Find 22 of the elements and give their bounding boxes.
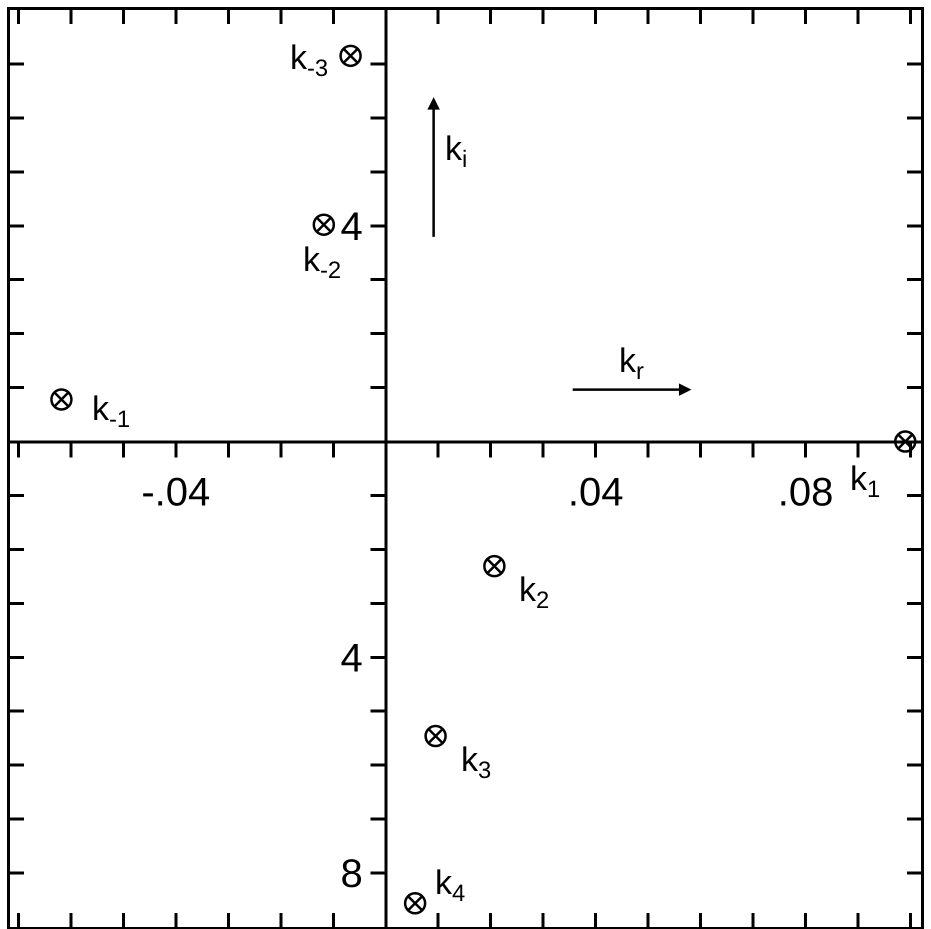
annotation: k$_{2}$ bbox=[519, 571, 550, 614]
y-axis-title: k$_{i}$ bbox=[445, 130, 468, 174]
annotation: k$_{-3}$ bbox=[290, 39, 328, 82]
annotation: k$_{4}$ bbox=[435, 864, 466, 908]
x-tick-label: .08 bbox=[778, 470, 834, 515]
annotation: k$_{1}$ bbox=[850, 460, 880, 504]
y-tick-label: 8 bbox=[340, 852, 363, 896]
x-tick-label: -.04 bbox=[141, 470, 210, 515]
point bbox=[483, 554, 506, 578]
x-tick-label: .04 bbox=[568, 470, 624, 515]
y-tick-label: 4 bbox=[340, 204, 363, 249]
y-tick-label: 4 bbox=[340, 636, 363, 680]
point bbox=[894, 430, 917, 453]
x-axis-title: k$_{r}$ bbox=[619, 342, 644, 386]
point bbox=[339, 44, 362, 68]
annotation: k$_{-2}$ bbox=[303, 241, 342, 284]
point bbox=[312, 213, 336, 236]
point bbox=[404, 892, 426, 914]
point bbox=[50, 388, 73, 411]
annotation: k$_{-1}$ bbox=[92, 390, 130, 434]
annotation: k$_{3}$ bbox=[461, 741, 492, 784]
point bbox=[424, 724, 447, 748]
